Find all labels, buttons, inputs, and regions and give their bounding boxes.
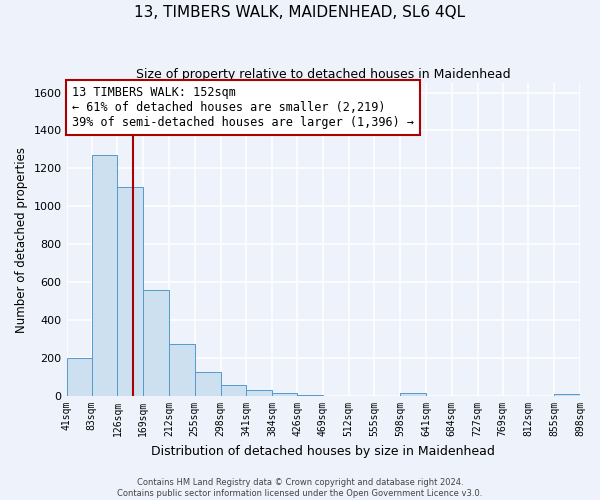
Text: 13 TIMBERS WALK: 152sqm
← 61% of detached houses are smaller (2,219)
39% of semi: 13 TIMBERS WALK: 152sqm ← 61% of detache… xyxy=(71,86,413,129)
Bar xyxy=(143,290,169,396)
Bar xyxy=(195,372,221,396)
Y-axis label: Number of detached properties: Number of detached properties xyxy=(15,146,28,332)
Title: Size of property relative to detached houses in Maidenhead: Size of property relative to detached ho… xyxy=(136,68,511,80)
Bar xyxy=(554,394,580,396)
Text: 13, TIMBERS WALK, MAIDENHEAD, SL6 4QL: 13, TIMBERS WALK, MAIDENHEAD, SL6 4QL xyxy=(134,5,466,20)
Bar xyxy=(272,393,297,396)
Bar xyxy=(246,390,272,396)
Bar xyxy=(169,344,195,396)
Text: Contains HM Land Registry data © Crown copyright and database right 2024.
Contai: Contains HM Land Registry data © Crown c… xyxy=(118,478,482,498)
Bar xyxy=(67,358,92,396)
Bar xyxy=(221,384,246,396)
Bar xyxy=(92,155,118,396)
Bar xyxy=(400,393,426,396)
Bar xyxy=(297,395,323,396)
Bar xyxy=(118,188,143,396)
X-axis label: Distribution of detached houses by size in Maidenhead: Distribution of detached houses by size … xyxy=(151,444,495,458)
